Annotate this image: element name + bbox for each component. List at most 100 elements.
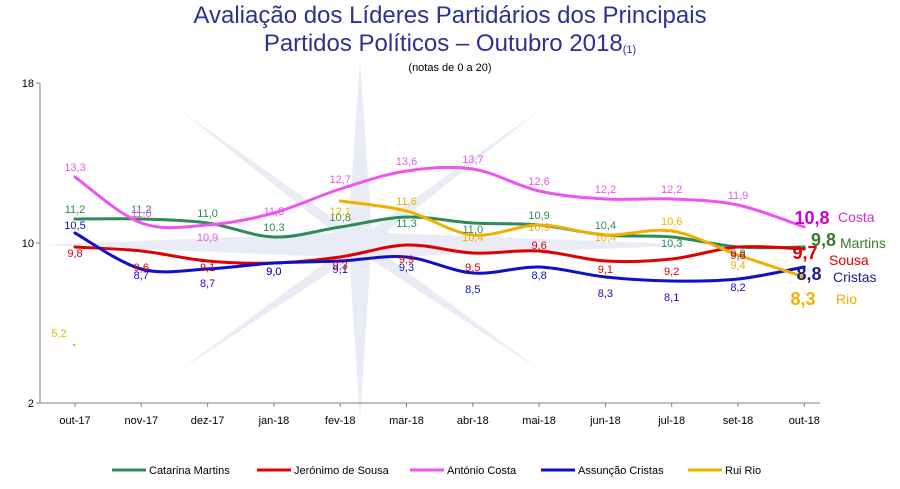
data-label-sousa: 9,6 <box>531 240 546 252</box>
data-label-cristas: 8,5 <box>465 284 480 296</box>
data-label-martins: 11,2 <box>131 204 152 216</box>
x-tick-label: jul-18 <box>657 415 685 427</box>
legend-label-cristas: Assunção Cristas <box>578 465 664 477</box>
end-value-martins: 9,8 <box>811 230 836 250</box>
chart-title-note: (1) <box>622 44 637 56</box>
data-label-martins: 11,0 <box>197 208 218 220</box>
x-tick-label: out-17 <box>59 415 90 427</box>
legend: Catarina Martins Jerónimo de Sousa António… <box>112 465 761 477</box>
series-line-rio <box>338 199 806 279</box>
data-label-rio: 10,4 <box>462 232 483 244</box>
x-tick-label: mar-18 <box>389 415 424 427</box>
data-label-martins: 11,3 <box>396 218 417 230</box>
end-name-cristas: Cristas <box>833 269 877 285</box>
data-label-costa: 13,3 <box>64 162 85 174</box>
data-label-sousa: 9,8 <box>67 248 82 260</box>
data-label-cristas: 9,3 <box>399 262 414 274</box>
y-tick-label: 2 <box>28 398 34 410</box>
x-tick-label: jun-18 <box>589 415 621 427</box>
x-tick-label: jan-18 <box>258 415 290 427</box>
legend-label-sousa: Jerónimo de Sousa <box>294 465 390 477</box>
data-label-costa: 10,9 <box>197 232 218 244</box>
chart-title-text: Partidos Políticos – Outubro 2018 <box>263 30 623 57</box>
end-value-costa: 10,8 <box>794 208 829 228</box>
data-label-rio: 10,4 <box>595 232 616 244</box>
data-label-sousa: 9,1 <box>598 264 613 276</box>
series-layer <box>72 165 806 347</box>
data-label-cristas: 9,1 <box>333 264 348 276</box>
legend-label-costa: António Costa <box>447 465 517 477</box>
data-label-sousa: 9,2 <box>664 266 679 278</box>
data-label-costa: 11,9 <box>728 190 749 202</box>
data-label-cristas: 8,2 <box>730 282 745 294</box>
data-label-cristas: 10,5 <box>64 220 85 232</box>
data-label-rio: 10,9 <box>528 222 549 234</box>
data-label-sousa: 9,9 <box>399 254 414 266</box>
data-label-martins: 10,3 <box>661 238 682 250</box>
data-label-costa: 11,5 <box>264 206 285 218</box>
data-label-costa: 12,2 <box>661 184 682 196</box>
data-label-cristas: 8,7 <box>134 270 149 282</box>
x-tick-label: dez-17 <box>191 415 225 427</box>
legend-label-rio: Rui Rio <box>725 465 761 477</box>
series-line-cristas <box>73 231 806 283</box>
data-label-costa: 12,2 <box>595 184 616 196</box>
end-value-rio: 8,3 <box>790 289 815 309</box>
data-label-martins: 10,8 <box>329 212 350 224</box>
end-name-rio: Rio <box>836 291 857 307</box>
data-labels: 11,2 11,2 11,010,310,8 11,3 11,010,910,410,3… <box>51 154 748 340</box>
y-tick-label: 10 <box>22 238 34 250</box>
x-tick-label: fev-18 <box>325 415 356 427</box>
axes: 2 10 18 out-17 nov-17 dez-17 jan-18 fev-18 mar-1… <box>22 78 820 427</box>
end-name-costa: Costa <box>838 209 875 225</box>
end-value-cristas: 8,8 <box>796 264 821 284</box>
series-line-sousa <box>73 243 806 265</box>
chart-title-line2: Partidos Políticos – Outubro 2018(1) <box>0 30 900 62</box>
data-label-costa: 11,0 <box>131 208 152 220</box>
x-tick-label: mai-18 <box>522 415 556 427</box>
data-label-sousa: 9,1 <box>200 262 215 274</box>
legend-label-martins: Catarina Martins <box>149 465 230 477</box>
data-label-rio: 12,1 <box>329 206 350 218</box>
x-tick-label: set-18 <box>723 415 754 427</box>
data-label-costa: 13,6 <box>396 156 417 168</box>
x-tick-label: abr-18 <box>457 415 489 427</box>
x-tick-label: out-18 <box>789 415 820 427</box>
series-line-costa <box>73 165 806 230</box>
data-label-rio: 10,6 <box>661 216 682 228</box>
data-label-martins: 10,3 <box>263 222 284 234</box>
data-label-cristas: 8,8 <box>531 270 546 282</box>
data-label-costa: 13,7 <box>462 154 483 166</box>
data-label-sousa: 9,0 <box>266 266 281 278</box>
data-label-rio: 5,2 <box>51 328 66 340</box>
chart-title-line1: Avaliação dos Líderes Partidários dos Pr… <box>193 2 707 29</box>
data-label-martins: 10,4 <box>595 220 616 232</box>
data-label-cristas: 8,7 <box>200 278 215 290</box>
data-label-costa: 12,7 <box>329 174 350 186</box>
data-label-sousa: 9,8 <box>730 250 745 262</box>
data-label-cristas: 9,0 <box>266 266 281 278</box>
data-label-cristas: 8,1 <box>664 292 679 304</box>
data-label-costa: 12,6 <box>528 176 549 188</box>
end-name-martins: Martins <box>840 235 886 251</box>
data-label-martins: 10,9 <box>528 210 549 222</box>
isolated-point-rio <box>72 343 76 347</box>
data-label-sousa: 9,3 <box>333 260 348 272</box>
data-label-martins: 11,0 <box>463 224 484 236</box>
data-label-sousa: 9,6 <box>134 262 149 274</box>
watermark-star <box>40 60 700 420</box>
end-name-sousa: Sousa <box>829 252 869 268</box>
data-label-cristas: 8,3 <box>598 288 613 300</box>
chart-subtitle: (notas de 0 a 20) <box>408 62 492 74</box>
data-label-martins: 11,2 <box>65 204 86 216</box>
data-label-rio: 9,4 <box>730 260 745 272</box>
data-label-sousa: 9,5 <box>465 262 480 274</box>
end-value-sousa: 9,7 <box>792 243 817 263</box>
y-tick-label: 18 <box>22 78 34 90</box>
x-tick-label: nov-17 <box>124 415 158 427</box>
series-line-martins <box>73 215 806 250</box>
data-label-rio: 11,6 <box>396 196 417 208</box>
data-label-martins: 9,8 <box>730 248 745 260</box>
